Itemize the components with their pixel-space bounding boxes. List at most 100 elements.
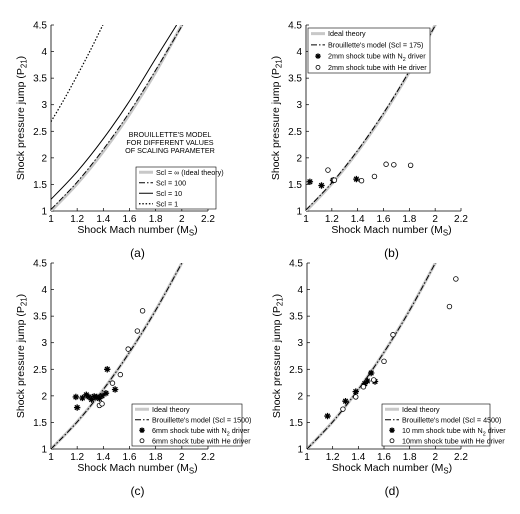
legend-circle-marker bbox=[389, 438, 395, 444]
series-line-ideal bbox=[306, 25, 437, 211]
x-tick-label: 1.2 bbox=[70, 214, 84, 225]
data-point-star bbox=[318, 182, 325, 189]
data-point-star bbox=[352, 388, 359, 395]
data-point-star-shape bbox=[306, 178, 314, 185]
x-tick-label: 1 bbox=[48, 452, 54, 463]
series-line-dashdot bbox=[306, 25, 437, 211]
legend-circle-marker bbox=[315, 64, 321, 70]
x-tick-label: 2.2 bbox=[201, 452, 215, 463]
y-tick-label: 1 bbox=[41, 445, 47, 456]
data-point-star-shape bbox=[83, 391, 90, 398]
data-point-circle bbox=[125, 346, 131, 352]
y-tick-label: 2.5 bbox=[33, 365, 47, 376]
panel-b: 1 1.2 1.4 1.6 1.8 2 2.2 1 1.5 2 2.5 3 3.5 4 4.5 Shock M… bbox=[270, 21, 468, 261]
legend-label: Scl = ∞ (Ideal theory) bbox=[156, 168, 224, 177]
y-tick-label: 4 bbox=[296, 47, 302, 58]
y-tick-label: 1 bbox=[41, 207, 47, 218]
legend-label: Ideal theory bbox=[402, 405, 440, 414]
legend-label: 10mm shock tube with He driver bbox=[402, 436, 505, 445]
x-axis-label: Shock Mach number (MS) bbox=[77, 462, 197, 476]
data-point-star bbox=[88, 396, 95, 403]
x-tick-label: 1.4 bbox=[351, 214, 365, 225]
data-point-star-shape bbox=[73, 404, 81, 411]
y-tick-label: 2.5 bbox=[33, 127, 47, 138]
y-tick-label: 3 bbox=[296, 100, 302, 111]
data-point-circle bbox=[109, 380, 116, 386]
data-point-circle bbox=[117, 371, 124, 378]
data-point-circle bbox=[390, 332, 396, 338]
series-line-dashdot bbox=[307, 263, 436, 449]
x-tick-label: 1.6 bbox=[377, 452, 391, 463]
x-tick-label: 1 bbox=[48, 214, 54, 225]
y-tick-label: 1 bbox=[296, 207, 302, 218]
panel-caption: (b) bbox=[384, 246, 399, 260]
x-tick-label: 2 bbox=[433, 452, 439, 463]
x-tick-label: 1.6 bbox=[123, 214, 137, 225]
series-line-dotted bbox=[51, 25, 104, 123]
y-axis-label: Shock pressure jump (P21) bbox=[15, 56, 29, 180]
panel-caption: (d) bbox=[385, 484, 400, 498]
x-tick-label: 1.6 bbox=[123, 452, 137, 463]
y-tick-label: 4.5 bbox=[288, 21, 302, 32]
legend-box bbox=[307, 27, 431, 74]
legend-label: Scl = 10 bbox=[156, 189, 182, 198]
data-point-star bbox=[306, 178, 314, 185]
data-point-circle bbox=[353, 394, 359, 400]
x-tick-label: 2 bbox=[432, 214, 438, 225]
data-point-star-shape bbox=[342, 397, 349, 405]
panel-a: 1 1.2 1.4 1.6 1.8 2 2.2 1 1.5 2 2.5 3 3.5 4 4.5 Shock M… bbox=[15, 21, 224, 261]
data-point-circle bbox=[360, 384, 367, 390]
data-point-star-shape bbox=[104, 366, 111, 373]
y-tick-label: 1.5 bbox=[33, 418, 47, 429]
y-tick-label: 4 bbox=[297, 285, 303, 296]
y-tick-label: 4.5 bbox=[33, 21, 47, 32]
data-point-circle bbox=[340, 406, 346, 412]
data-point-star-shape bbox=[72, 393, 80, 401]
data-point-star bbox=[361, 380, 368, 387]
data-point-star bbox=[104, 366, 111, 373]
data-point-star bbox=[93, 393, 100, 401]
data-point-circle bbox=[453, 276, 459, 282]
data-point-star-shape bbox=[93, 393, 100, 401]
legend-label: Ideal theory bbox=[152, 405, 190, 414]
series-line-dashdot bbox=[51, 263, 183, 449]
data-point-star-shape bbox=[361, 380, 368, 387]
y-axis-label: Shock pressure jump (P21) bbox=[270, 56, 284, 180]
legend-label: Brouillette's model (Scl = 175) bbox=[328, 40, 423, 49]
data-point-star bbox=[342, 397, 349, 405]
legend-label: Scl = 100 bbox=[156, 178, 186, 187]
panel-c: 1 1.2 1.4 1.6 1.8 2 2.2 1 1.5 2 2.5 3 3.5 4 4.5 Shock M… bbox=[15, 259, 251, 499]
x-tick-label: 2 bbox=[179, 214, 185, 225]
x-tick-label: 2.2 bbox=[454, 214, 468, 225]
y-tick-label: 4.5 bbox=[33, 259, 47, 270]
series-line-dashdot bbox=[51, 25, 184, 210]
data-point-circle bbox=[383, 161, 389, 167]
plot-area bbox=[306, 25, 437, 211]
data-point-star-shape bbox=[353, 175, 360, 183]
x-tick-label: 1.8 bbox=[403, 452, 417, 463]
y-tick-label: 3.5 bbox=[33, 312, 47, 323]
annotation-text: FOR DIFFERENT VALUES bbox=[126, 138, 213, 147]
y-tick-label: 3 bbox=[41, 338, 47, 349]
x-tick-label: 1.8 bbox=[402, 214, 416, 225]
data-point-star bbox=[353, 175, 360, 183]
data-point-circle bbox=[381, 358, 387, 365]
legend: Scl = ∞ (Ideal theory)Scl = 100 Scl = 10S… bbox=[135, 166, 224, 210]
data-point-star bbox=[79, 394, 86, 402]
x-tick-label: 1.4 bbox=[351, 452, 365, 463]
legend-star-marker-shape bbox=[139, 427, 145, 434]
legend-label: Brouillette's model (Scl = 4500) bbox=[402, 415, 501, 424]
data-point-circle bbox=[371, 173, 378, 180]
data-point-star-shape bbox=[85, 393, 93, 401]
y-tick-label: 3.5 bbox=[288, 74, 302, 85]
y-tick-label: 4.5 bbox=[289, 259, 303, 270]
data-point-star-shape bbox=[318, 182, 325, 189]
x-tick-label: 1.6 bbox=[377, 214, 391, 225]
y-tick-label: 2.5 bbox=[288, 127, 302, 138]
y-tick-label: 2 bbox=[41, 391, 47, 402]
legend-star-marker-shape bbox=[315, 53, 321, 59]
data-point-circle bbox=[407, 162, 414, 168]
x-axis-label: Shock Mach number (MS) bbox=[332, 462, 452, 476]
data-point-circle bbox=[139, 308, 146, 314]
